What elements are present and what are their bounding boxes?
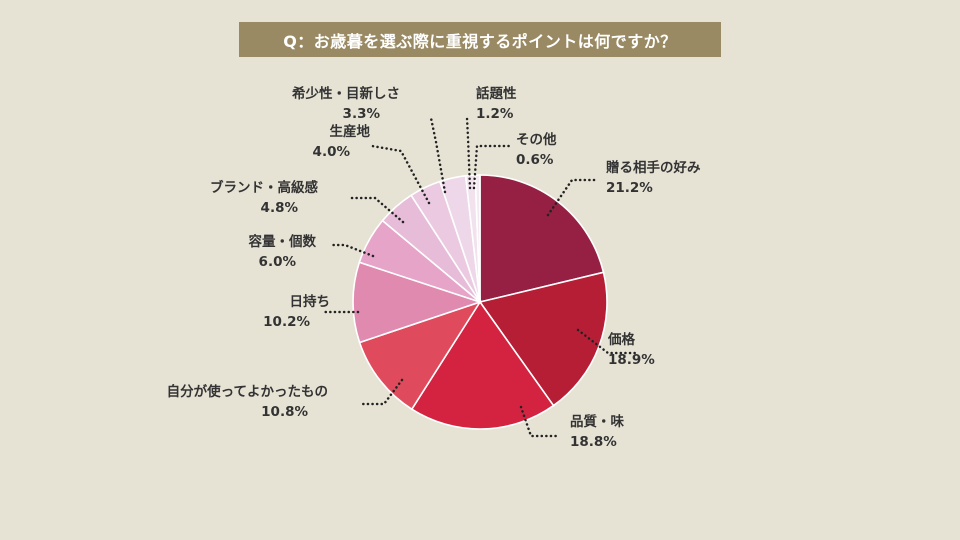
slice-label: 生産地 4.0% [313,122,370,162]
slice-category-label: 価格 [608,332,635,348]
slice-label: 容量・個数 6.0% [249,232,317,272]
slice-label: 価格 18.9% [608,330,655,370]
slice-label: 贈る相手の好み 21.2% [606,158,701,198]
slice-value-label: 3.3% [342,106,380,122]
slice-label: 品質・味 18.8% [570,412,624,452]
slice-value-label: 10.2% [263,314,310,330]
slice-value-label: 10.8% [261,404,308,420]
pie-slice [479,174,605,304]
slice-value-label: 6.0% [258,254,296,270]
chart-title: Q：お歳暮を選ぶ際に重視するポイントは何ですか？ [239,22,721,57]
slice-category-label: 希少性・目新しさ [292,86,400,102]
leader-line [465,116,472,190]
slice-category-label: 自分が使ってよかったもの [166,384,328,400]
pie-slice [352,261,483,344]
slice-category-label: 生産地 [329,124,371,140]
slice-category-label: 容量・個数 [248,234,317,250]
slice-value-label: 18.9% [608,352,655,368]
slice-label: 日持ち 10.2% [263,292,330,332]
slice-category-label: その他 [516,132,557,148]
slice-value-label: 1.2% [476,106,514,122]
pie-slice [410,300,555,430]
pie-slice [358,300,482,411]
slice-value-label: 21.2% [606,180,653,196]
leader-line [546,178,600,217]
slice-value-label: 18.8% [570,434,617,450]
slice-value-label: 0.6% [516,152,554,168]
slice-category-label: 贈る相手の好み [606,160,701,176]
slice-category-label: 話題性 [476,86,517,102]
slice-label: 自分が使ってよかったもの 10.8% [167,382,328,422]
slice-label: 話題性 1.2% [476,84,517,124]
slice-value-label: 4.8% [260,200,298,216]
slice-label: 希少性・目新しさ 3.3% [292,84,400,124]
slice-category-label: ブランド・高級感 [210,180,318,196]
slice-label: その他 0.6% [516,130,557,170]
slice-value-label: 4.0% [312,144,350,160]
slice-label: ブランド・高級感 4.8% [210,178,318,218]
leader-line [350,196,405,224]
leader-line [331,243,375,258]
leader-line [472,144,515,190]
leader-line [360,378,404,406]
leader-line [429,116,447,194]
slice-category-label: 品質・味 [570,414,624,430]
leader-line [370,144,431,205]
leader-line [519,405,562,438]
slice-category-label: 日持ち [289,294,331,310]
leader-line [576,328,638,355]
